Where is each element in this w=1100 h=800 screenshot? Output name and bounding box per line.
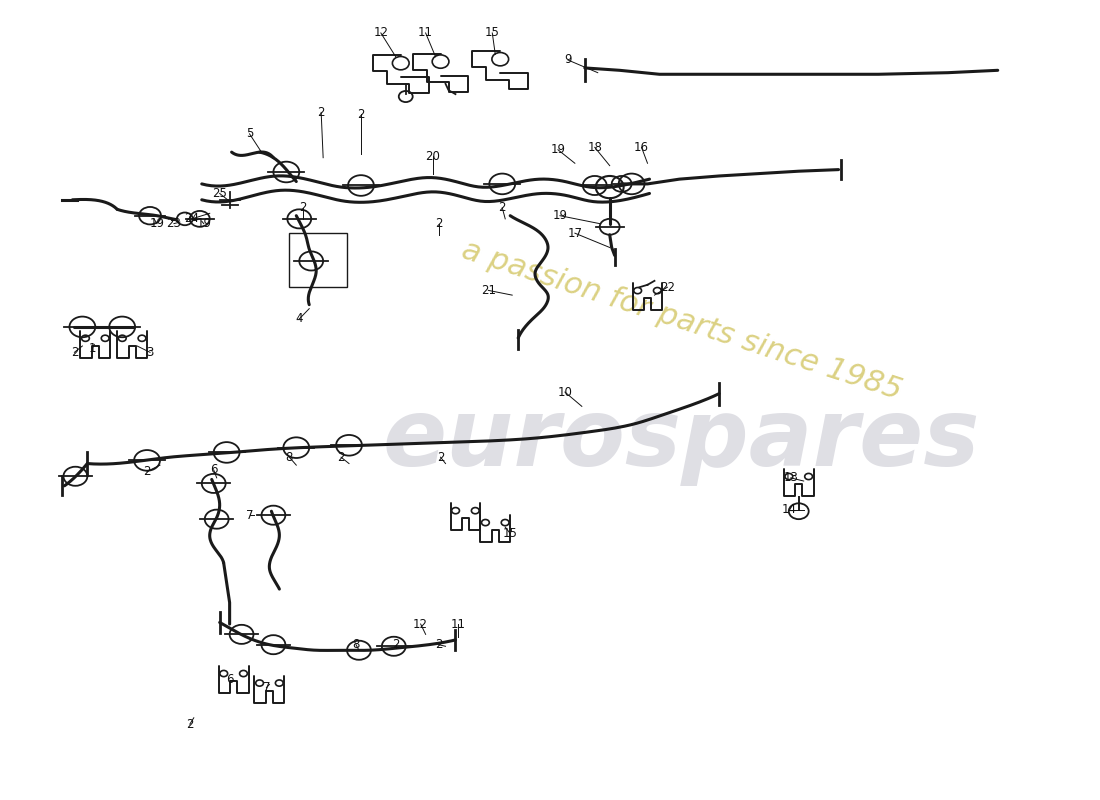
- Text: 16: 16: [634, 141, 649, 154]
- Text: 20: 20: [426, 150, 440, 162]
- Text: 3: 3: [146, 346, 154, 359]
- Text: 19: 19: [552, 209, 568, 222]
- Text: 12: 12: [414, 618, 428, 630]
- Text: 2: 2: [299, 202, 307, 214]
- Text: 11: 11: [451, 618, 466, 630]
- Text: 2: 2: [143, 465, 151, 478]
- Text: 2: 2: [338, 450, 344, 464]
- Text: 8: 8: [286, 450, 293, 464]
- Text: 22: 22: [660, 281, 675, 294]
- Text: 7: 7: [263, 681, 271, 694]
- Text: eurospares: eurospares: [383, 394, 980, 486]
- Text: 4: 4: [296, 313, 303, 326]
- Text: 14: 14: [781, 503, 796, 516]
- Text: 2: 2: [434, 217, 442, 230]
- Text: 15: 15: [503, 527, 518, 540]
- Text: 11: 11: [418, 26, 433, 39]
- Text: 7: 7: [245, 509, 253, 522]
- Text: 25: 25: [212, 187, 227, 200]
- Text: 10: 10: [558, 386, 572, 398]
- Text: 17: 17: [568, 226, 582, 240]
- Text: 23: 23: [166, 217, 182, 230]
- Text: 2: 2: [434, 638, 442, 651]
- Circle shape: [177, 213, 192, 226]
- Text: 9: 9: [564, 54, 572, 66]
- Text: 2: 2: [318, 106, 324, 119]
- Text: 2: 2: [498, 202, 506, 214]
- Text: 2: 2: [70, 346, 78, 359]
- Text: 6: 6: [210, 463, 218, 477]
- Text: 2: 2: [358, 107, 365, 121]
- Text: 24: 24: [185, 212, 199, 226]
- Bar: [289, 233, 346, 287]
- Text: 19: 19: [550, 143, 565, 156]
- Text: 6: 6: [226, 673, 233, 686]
- Text: 13: 13: [783, 471, 799, 484]
- Text: a passion for parts since 1985: a passion for parts since 1985: [458, 235, 905, 406]
- Text: 21: 21: [481, 284, 496, 297]
- Text: 19: 19: [196, 217, 211, 230]
- Text: 8: 8: [352, 638, 360, 651]
- Text: 19: 19: [150, 217, 165, 230]
- Text: 2: 2: [437, 450, 444, 464]
- Text: 18: 18: [587, 141, 602, 154]
- Text: 5: 5: [245, 127, 253, 140]
- Text: 12: 12: [373, 26, 388, 39]
- Text: 2: 2: [186, 718, 194, 730]
- Text: 2: 2: [392, 638, 399, 651]
- Text: 15: 15: [485, 26, 499, 39]
- Text: 1: 1: [89, 342, 96, 355]
